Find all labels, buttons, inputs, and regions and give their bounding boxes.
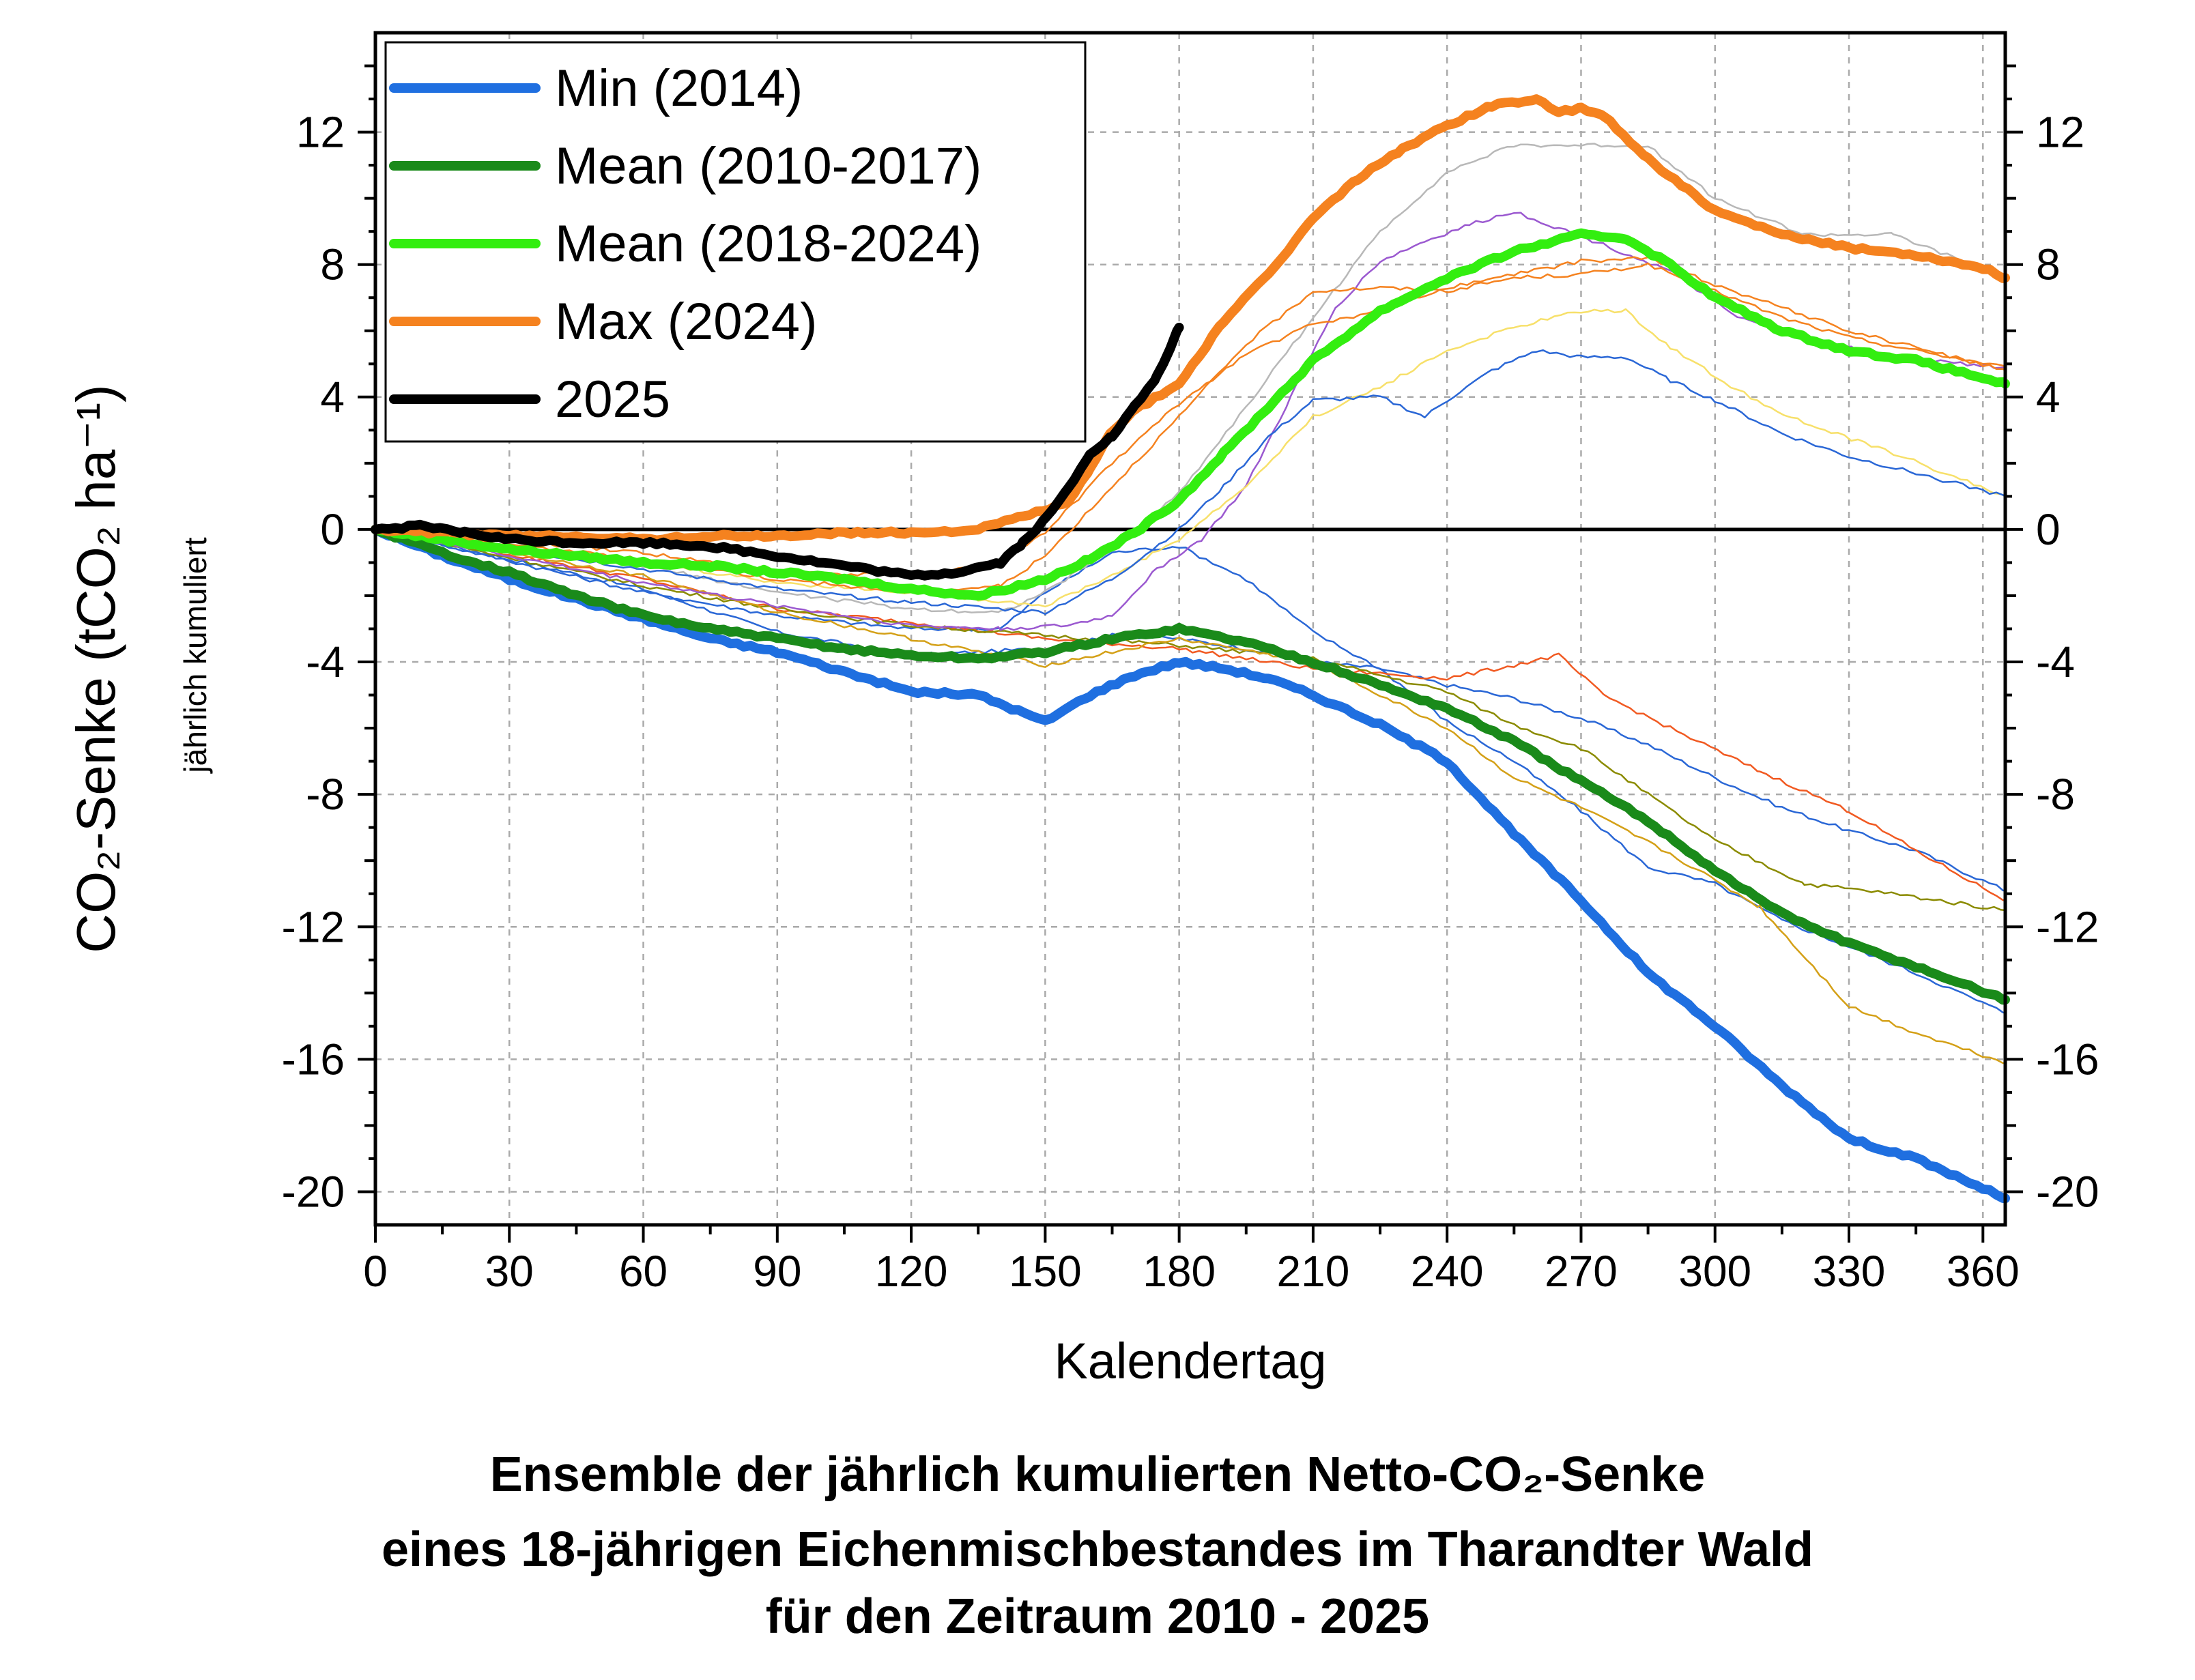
x-tick-label: 120 xyxy=(875,1247,948,1296)
y-tick-label-left: 8 xyxy=(320,240,345,289)
chart-title-line-1: Ensemble der jährlich kumulierten Netto-… xyxy=(0,1447,2195,1503)
x-tick-label: 240 xyxy=(1411,1247,1484,1296)
series-line-1 xyxy=(371,524,2010,1005)
series-line-4 xyxy=(371,322,1184,581)
y-tick-label-right: -16 xyxy=(2036,1034,2099,1084)
x-tick-label: 180 xyxy=(1143,1247,1216,1296)
background-series-line xyxy=(375,212,2006,631)
series-layer xyxy=(371,94,2010,1204)
y-tick-label-left: -8 xyxy=(306,770,345,819)
label-layer: Kalendertag CO₂-Senke (tCO₂ ha⁻¹) jährlich… xyxy=(66,384,1327,1389)
y-axis-sublabel: jährlich kumuliert xyxy=(177,537,213,774)
axes-layer: 0 30 60 90 120 150 180 210 240 270 300 330 360 12 12 8 8… xyxy=(282,31,2099,1296)
y-tick-label-right: 0 xyxy=(2036,505,2061,554)
y-tick-label-left: -16 xyxy=(282,1034,345,1084)
background-series-line xyxy=(375,528,2006,1014)
x-tick-label: 360 xyxy=(1947,1247,2020,1296)
x-tick-label: 150 xyxy=(1009,1247,1082,1296)
y-tick-label-left: -20 xyxy=(282,1167,345,1216)
x-tick-label: 330 xyxy=(1813,1247,1886,1296)
y-tick-label-right: -8 xyxy=(2036,770,2075,819)
y-axis-label: CO₂-Senke (tCO₂ ha⁻¹) xyxy=(66,384,126,953)
background-series-line xyxy=(375,528,2006,892)
legend-label-3: Max (2024) xyxy=(555,293,817,351)
x-tick-label: 30 xyxy=(485,1247,534,1296)
x-axis-label: Kalendertag xyxy=(1054,1333,1326,1389)
y-tick-label-right: -12 xyxy=(2036,902,2099,951)
y-tick-label-right: -20 xyxy=(2036,1167,2099,1216)
y-tick-label-left: 0 xyxy=(320,505,345,554)
y-tick-label-left: 12 xyxy=(296,108,345,157)
background-series-line xyxy=(375,528,2006,912)
y-tick-label-left: -12 xyxy=(282,902,345,951)
x-tick-label: 0 xyxy=(363,1247,388,1296)
background-series-line xyxy=(375,349,2006,615)
legend-layer: Min (2014) Mean (2010-2017) Mean (2018-202… xyxy=(384,41,1087,443)
x-tick-label: 90 xyxy=(753,1247,801,1296)
y-tick-label-right: -4 xyxy=(2036,637,2075,686)
legend-label-2: Mean (2018-2024) xyxy=(555,215,981,273)
x-tick-label: 210 xyxy=(1277,1247,1350,1296)
legend-label-1: Mean (2010-2017) xyxy=(555,137,981,195)
x-tick-label: 300 xyxy=(1678,1247,1751,1296)
y-tick-label-right: 12 xyxy=(2036,108,2084,157)
background-series-line xyxy=(375,528,2006,901)
series-line-2 xyxy=(371,228,2010,601)
chart-title-line-3-text: für den Zeitraum 2010 - 2025 xyxy=(765,1589,1430,1644)
series-line-0 xyxy=(371,524,2010,1204)
y-tick-label-right: 4 xyxy=(2036,373,2061,422)
chart-title-line-2: eines 18-jährigen Eichenmischbestandes i… xyxy=(0,1522,2195,1578)
y-tick-label-right: 8 xyxy=(2036,240,2061,289)
y-tick-label-left: 4 xyxy=(320,373,345,422)
background-series-line xyxy=(375,528,2006,1065)
chart-title-line-1-text: Ensemble der jährlich kumulierten Netto-… xyxy=(489,1447,1706,1502)
legend-label-0: Min (2014) xyxy=(555,59,803,117)
x-tick-label: 270 xyxy=(1545,1247,1618,1296)
background-series-line xyxy=(375,256,2006,579)
chart-title-line-3: für den Zeitraum 2010 - 2025 xyxy=(0,1589,2195,1645)
x-tick-label: 60 xyxy=(619,1247,668,1296)
y-tick-label-left: -4 xyxy=(306,637,345,686)
legend-label-4: 2025 xyxy=(555,371,670,429)
chart-title-line-2-text: eines 18-jährigen Eichenmischbestandes i… xyxy=(382,1522,1813,1577)
